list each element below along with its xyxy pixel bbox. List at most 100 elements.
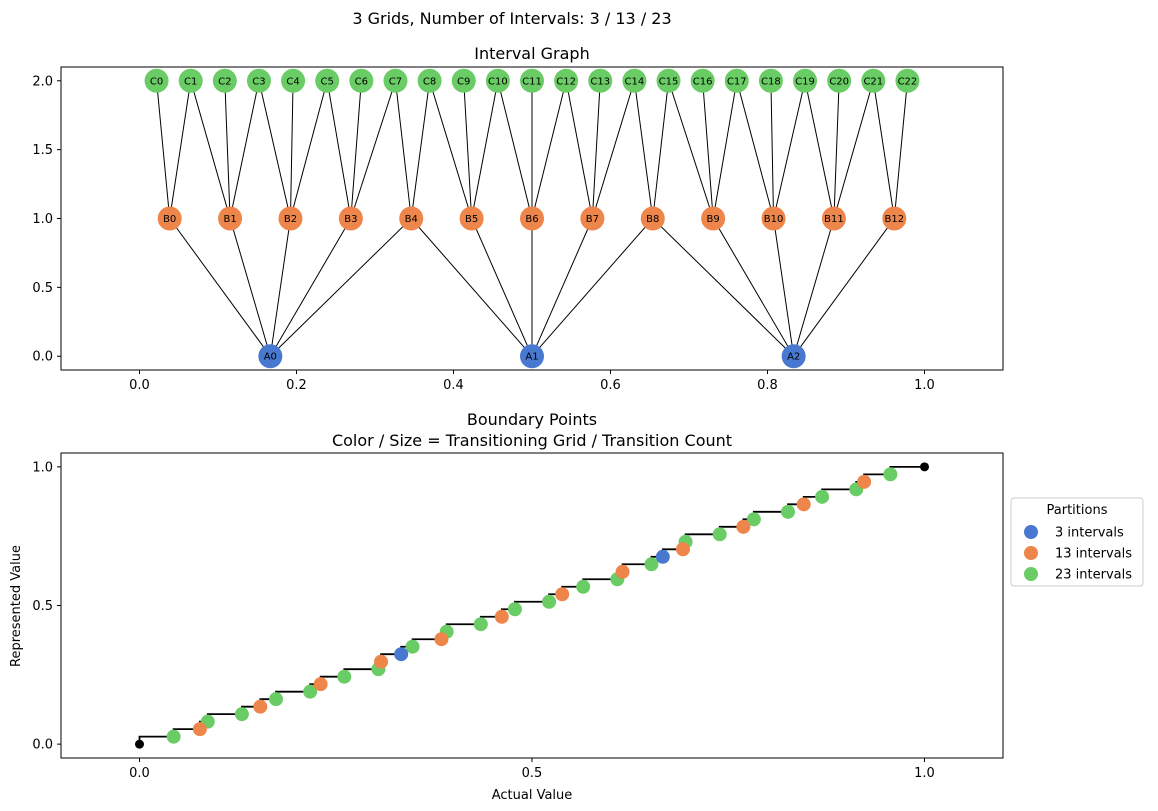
graph-node-b2: B2 — [278, 206, 303, 231]
graph-node-c22: C22 — [895, 68, 920, 93]
boundary-points-frame — [60, 452, 1004, 759]
graph-node-circle — [246, 68, 271, 93]
graph-node-circle — [144, 68, 169, 93]
boundary-point — [313, 677, 328, 692]
boundary-point — [192, 722, 207, 737]
legend-label: 13 intervals — [1055, 547, 1132, 562]
graph-edge — [531, 218, 654, 357]
graph-node-circle — [520, 206, 544, 231]
graph-node-c15: C15 — [656, 68, 681, 93]
graph-node-c21: C21 — [861, 68, 886, 93]
graph-node-label: B8 — [646, 214, 659, 225]
graph-edge — [463, 80, 473, 219]
graph-edge — [289, 80, 294, 219]
graph-edge — [350, 80, 362, 219]
boundary-point — [405, 639, 420, 654]
graph-node-label: C13 — [590, 76, 610, 87]
graph-edge — [531, 80, 567, 219]
graph-node-label: C7 — [389, 76, 402, 87]
graph-node-label: B5 — [465, 214, 478, 225]
x-tick-label: 1.0 — [914, 766, 935, 781]
graph-node-circle — [258, 344, 283, 369]
boundary-point — [494, 609, 509, 624]
boundary-point — [780, 504, 795, 519]
graph-node-circle — [827, 68, 852, 93]
graph-node-label: C8 — [423, 76, 436, 87]
graph-node-c5: C5 — [315, 68, 340, 93]
x-axis-label: Actual Value — [492, 788, 573, 803]
boundary-point — [434, 632, 449, 647]
graph-node-b9: B9 — [701, 206, 726, 231]
graph-node-label: C6 — [355, 76, 368, 87]
graph-node-a0: A0 — [258, 344, 283, 369]
graph-node-circle — [417, 68, 442, 93]
boundary-point — [269, 692, 284, 707]
graph-node-a1: A1 — [520, 344, 544, 369]
x-tick-label: 0.0 — [129, 378, 150, 393]
graph-node-b5: B5 — [459, 206, 484, 231]
figure-suptitle: 3 Grids, Number of Intervals: 3 / 13 / 2… — [352, 9, 671, 28]
graph-edge — [229, 80, 260, 219]
boundary-point — [644, 557, 659, 572]
legend-marker — [1024, 546, 1038, 560]
graph-edge — [410, 218, 533, 357]
graph-node-c6: C6 — [349, 68, 374, 93]
x-tick-label: 0.2 — [286, 378, 307, 393]
graph-node-label: B2 — [284, 214, 297, 225]
graph-edge — [269, 218, 412, 357]
boundary-point — [234, 707, 249, 722]
legend-items: 3 intervals 13 intervals 23 intervals — [1024, 525, 1132, 583]
graph-node-label: B12 — [885, 214, 905, 225]
y-tick-label: 0.0 — [32, 350, 53, 365]
graph-node-c20: C20 — [827, 68, 852, 93]
boundary-point — [857, 474, 872, 489]
boundary-point — [712, 527, 727, 542]
graph-node-label: C12 — [556, 76, 576, 87]
graph-node-c11: C11 — [520, 68, 544, 93]
graph-edge — [712, 80, 738, 219]
graph-node-label: A2 — [787, 352, 800, 363]
graph-node-label: B6 — [525, 214, 538, 225]
graph-node-c16: C16 — [690, 68, 715, 93]
y-tick-label: 2.0 — [32, 74, 53, 89]
graph-node-b7: B7 — [580, 206, 605, 231]
graph-edge — [156, 80, 171, 219]
graph-node-label: B0 — [163, 214, 176, 225]
boundary-point — [655, 549, 670, 564]
graph-node-b0: B0 — [157, 206, 182, 231]
graph-edge — [429, 80, 473, 219]
graph-node-label: C2 — [218, 76, 231, 87]
graph-edge — [804, 80, 835, 219]
graph-edge — [229, 218, 271, 357]
graph-node-circle — [640, 206, 665, 231]
graph-edge — [224, 80, 231, 219]
interval-graph-title: Interval Graph — [474, 44, 589, 63]
boundary-point — [303, 684, 318, 699]
graph-edge — [893, 80, 908, 219]
y-axis-label: Represented Value — [9, 545, 24, 667]
graph-node-b3: B3 — [338, 206, 363, 231]
graph-node-circle — [882, 206, 907, 231]
graph-edge — [410, 80, 431, 219]
graph-node-c2: C2 — [212, 68, 237, 93]
graph-edge — [712, 218, 795, 357]
graph-edge — [531, 218, 593, 357]
graph-edge — [269, 218, 291, 357]
graph-edge — [169, 80, 192, 219]
graph-edge — [394, 80, 412, 219]
endpoint-marker — [920, 462, 929, 472]
graph-node-c17: C17 — [724, 68, 749, 93]
graph-node-b11: B11 — [821, 206, 846, 231]
graph-node-label: A0 — [264, 352, 277, 363]
interval-graph-nodes: A0 A1 A2 B0 B1 B2 B3 B4 B5 B6 B7 B8 B9 B10 B11 B12 C0 C1 C… — [144, 68, 920, 369]
graph-edge — [289, 80, 328, 219]
x-tick-label: 0.8 — [757, 378, 778, 393]
graph-node-c0: C0 — [144, 68, 169, 93]
graph-node-a2: A2 — [781, 344, 806, 369]
graph-edge — [668, 80, 714, 219]
graph-node-circle — [178, 68, 203, 93]
graph-node-label: C11 — [522, 76, 542, 87]
graph-node-circle — [520, 68, 544, 93]
graph-node-label: C20 — [829, 76, 849, 87]
graph-edge — [773, 80, 806, 219]
